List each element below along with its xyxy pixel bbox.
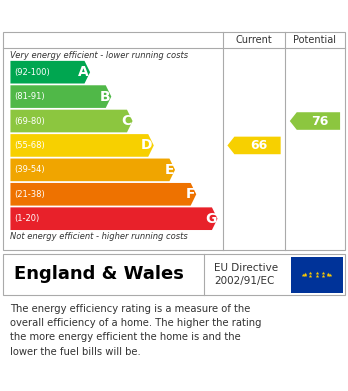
Text: EU Directive: EU Directive <box>214 263 278 273</box>
Polygon shape <box>10 110 133 132</box>
Polygon shape <box>10 85 111 108</box>
Text: 66: 66 <box>251 139 268 152</box>
Text: Potential: Potential <box>293 35 337 45</box>
Text: 2002/91/EC: 2002/91/EC <box>214 276 274 286</box>
Text: G: G <box>205 212 216 226</box>
Text: Current: Current <box>236 35 272 45</box>
Text: E: E <box>165 163 174 177</box>
Text: (69-80): (69-80) <box>15 117 45 126</box>
Polygon shape <box>10 183 196 206</box>
Text: 76: 76 <box>311 115 329 127</box>
Polygon shape <box>10 158 175 181</box>
Text: (21-38): (21-38) <box>15 190 45 199</box>
Text: (39-54): (39-54) <box>15 165 45 174</box>
Text: The energy efficiency rating is a measure of the
overall efficiency of a home. T: The energy efficiency rating is a measur… <box>10 303 262 357</box>
Polygon shape <box>228 136 280 154</box>
Text: B: B <box>100 90 110 104</box>
Text: C: C <box>121 114 132 128</box>
Polygon shape <box>290 112 340 130</box>
Text: D: D <box>141 138 153 152</box>
Bar <box>291 256 343 292</box>
Text: (92-100): (92-100) <box>15 68 50 77</box>
Polygon shape <box>10 134 154 157</box>
Text: (81-91): (81-91) <box>15 92 45 101</box>
Polygon shape <box>10 207 218 230</box>
Text: Not energy efficient - higher running costs: Not energy efficient - higher running co… <box>10 231 188 240</box>
Text: (55-68): (55-68) <box>15 141 45 150</box>
Text: A: A <box>78 65 89 79</box>
Polygon shape <box>10 61 90 84</box>
Text: Energy Efficiency Rating: Energy Efficiency Rating <box>10 7 220 23</box>
Text: England & Wales: England & Wales <box>14 265 184 283</box>
Text: (1-20): (1-20) <box>15 214 40 223</box>
Text: F: F <box>186 187 195 201</box>
Text: Very energy efficient - lower running costs: Very energy efficient - lower running co… <box>10 51 189 60</box>
